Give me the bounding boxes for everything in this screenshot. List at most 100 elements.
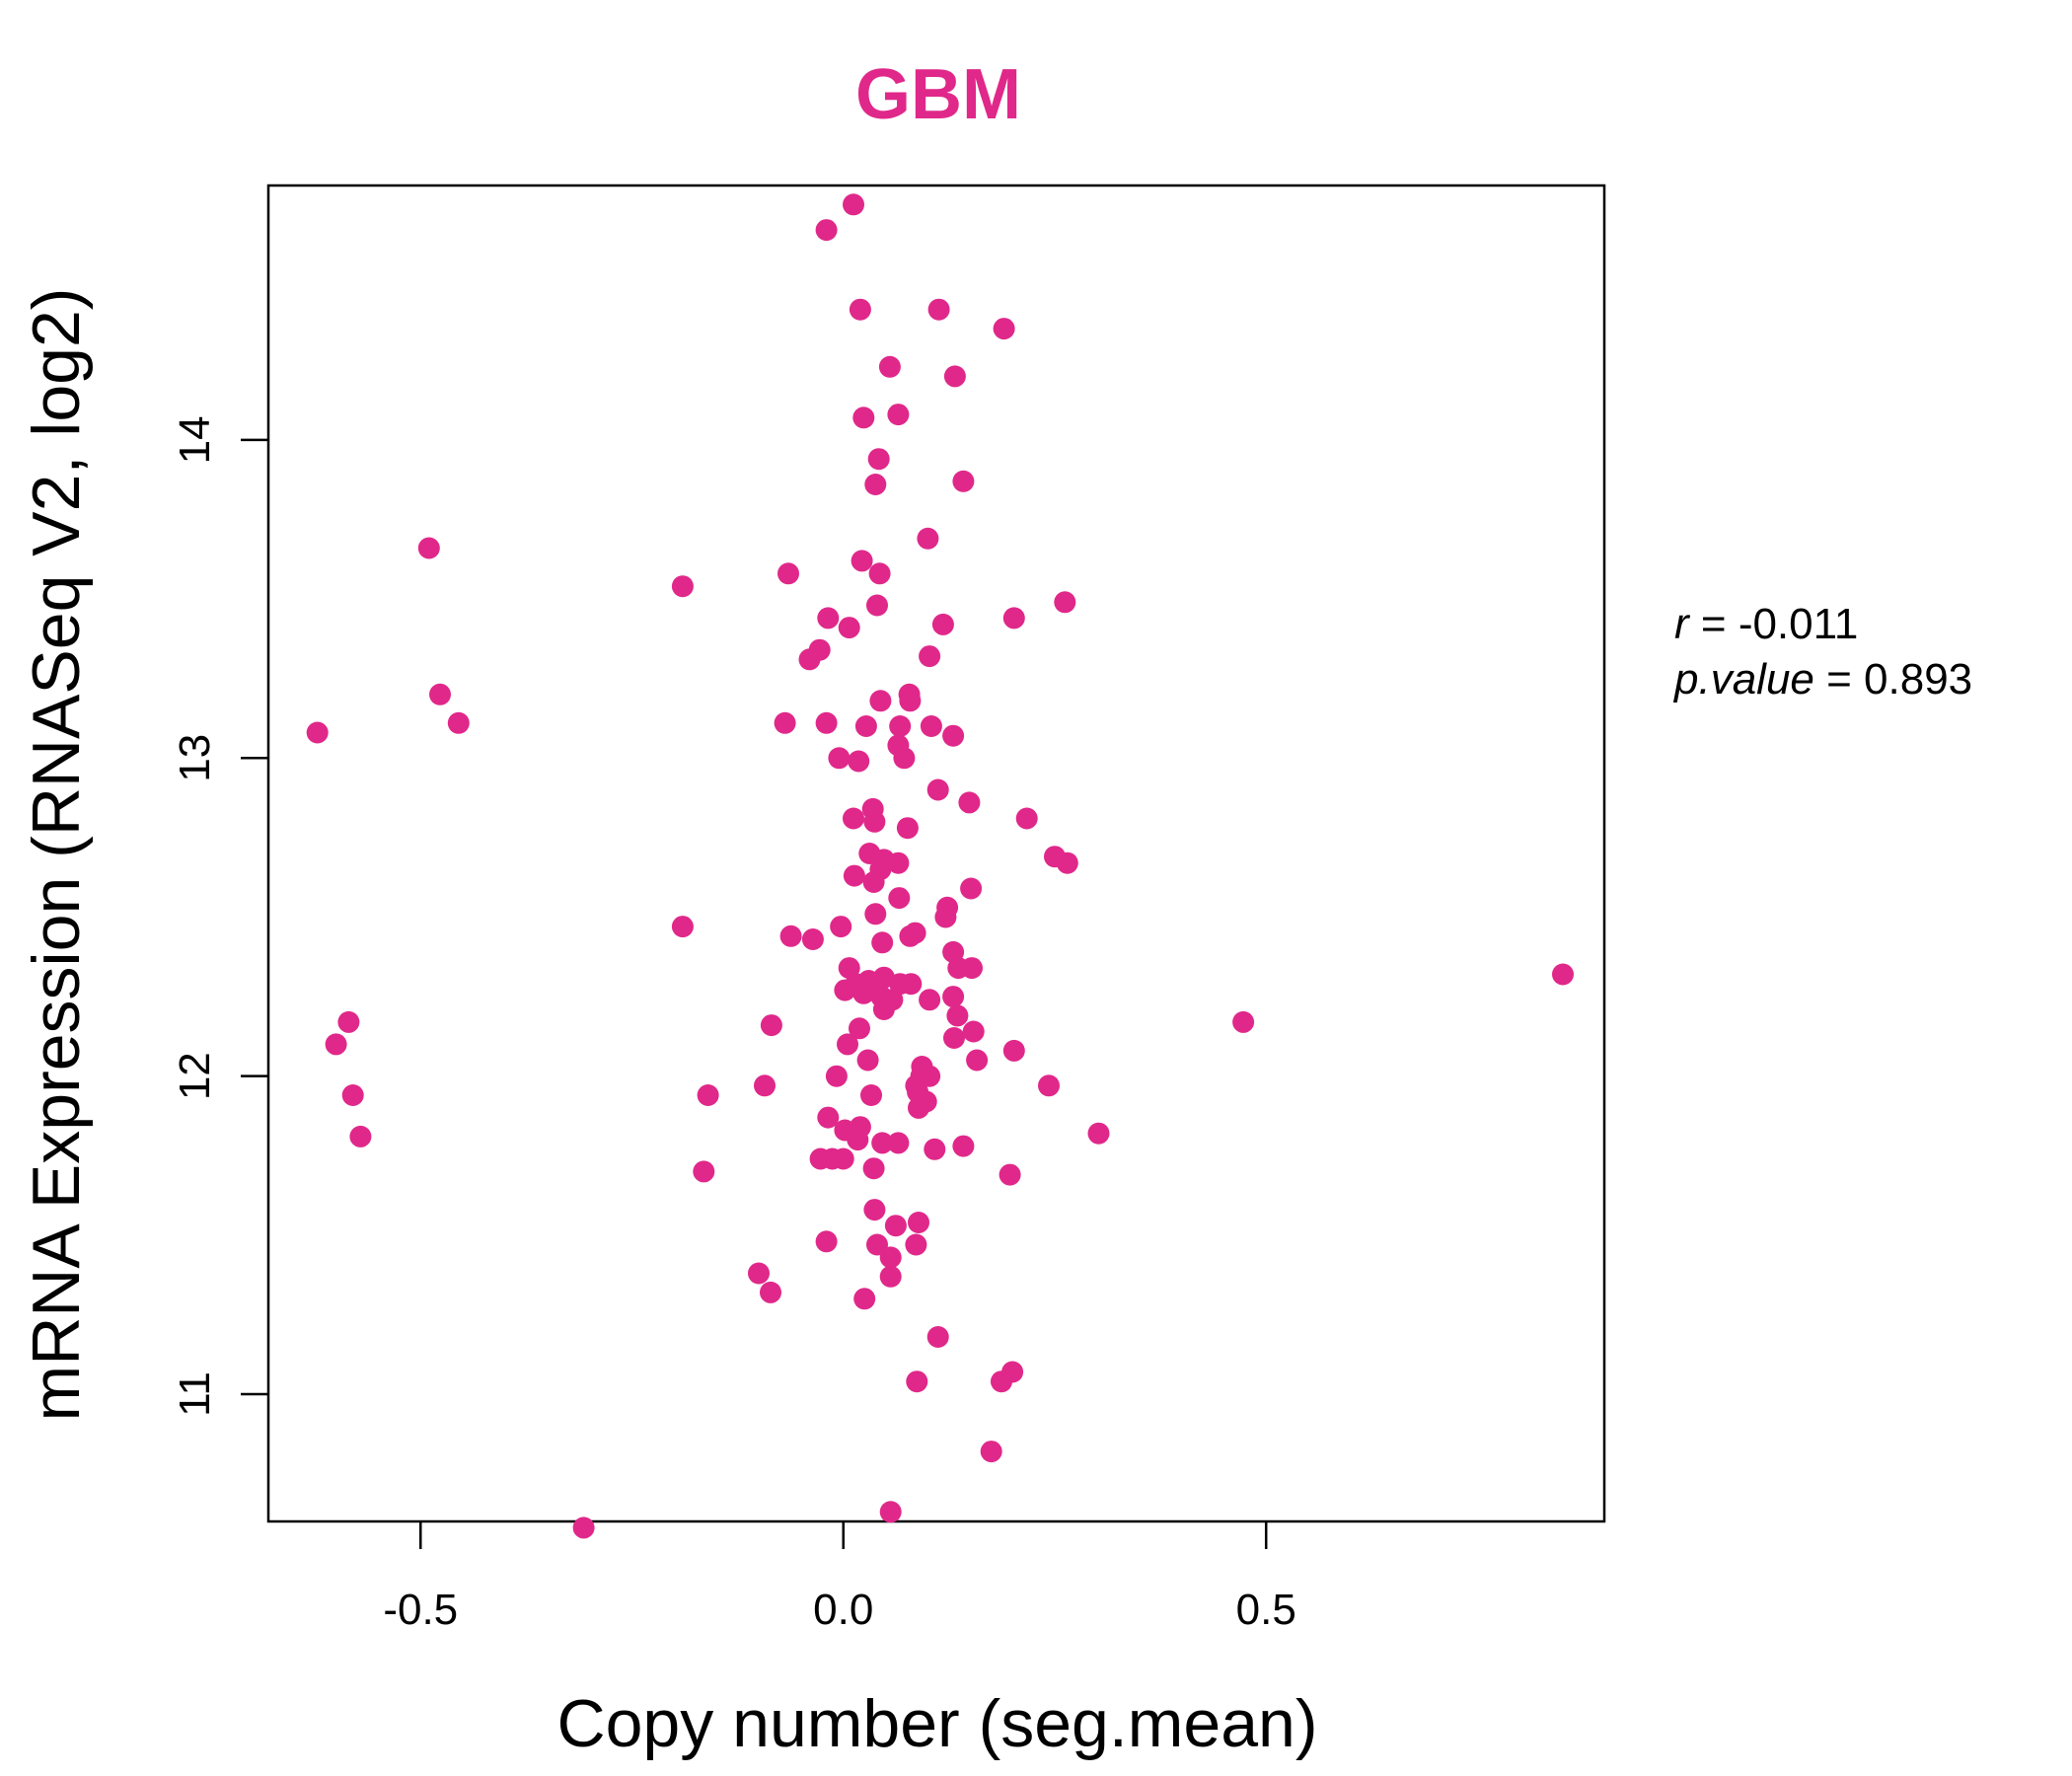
data-point [815, 1230, 838, 1253]
data-point [830, 916, 852, 938]
r-value: -0.011 [1739, 600, 1859, 648]
data-point [887, 1132, 910, 1154]
data-point [863, 810, 886, 833]
x-tick-label: 0.0 [813, 1586, 873, 1634]
data-point [960, 877, 983, 900]
data-point [991, 1370, 1012, 1393]
data-point [447, 711, 470, 734]
data-point [847, 1129, 869, 1151]
r-equals: = [1701, 600, 1739, 648]
data-point [856, 1049, 879, 1072]
data-point [917, 527, 939, 550]
data-point [899, 690, 922, 712]
data-point [863, 1199, 886, 1221]
data-point [919, 645, 941, 668]
svg-text:r = -0.011: r = -0.011 [1674, 600, 1858, 648]
correlation-annotation: r = -0.011 p.value = 0.893 [1672, 600, 1972, 703]
data-point [849, 1017, 870, 1040]
data-point [900, 973, 923, 996]
data-point [848, 750, 870, 773]
data-point [1002, 607, 1025, 629]
data-point [926, 1326, 949, 1348]
chart-title: GBM [855, 55, 1021, 134]
data-point [908, 1212, 929, 1233]
data-point [866, 1233, 888, 1256]
data-point [927, 298, 950, 321]
data-point [924, 1138, 946, 1160]
data-point [777, 562, 799, 585]
data-point [1056, 851, 1078, 874]
data-point [879, 1501, 902, 1523]
data-point [852, 407, 875, 429]
data-point [828, 747, 851, 770]
data-point [849, 298, 871, 321]
data-point [760, 1281, 781, 1303]
y-tick-label: 13 [171, 734, 219, 782]
data-point [879, 1246, 902, 1269]
data-point [905, 1233, 927, 1256]
y-tick-label: 14 [171, 415, 219, 464]
data-point [754, 1074, 776, 1097]
data-point [952, 1135, 975, 1157]
data-point [958, 791, 981, 814]
data-point [843, 864, 865, 887]
data-point [868, 562, 891, 585]
data-point [693, 1160, 715, 1183]
data-point [832, 1147, 854, 1170]
data-point [889, 715, 912, 737]
data-point [862, 1157, 885, 1180]
data-point [867, 448, 890, 471]
x-tick-label: -0.5 [383, 1586, 458, 1634]
data-point [825, 1065, 848, 1087]
data-point [843, 193, 864, 216]
data-point [817, 607, 840, 629]
data-point [341, 1084, 364, 1106]
data-point [887, 851, 910, 874]
data-point [934, 906, 957, 928]
data-point [887, 404, 910, 426]
data-point [774, 711, 796, 734]
data-point [962, 1020, 985, 1043]
data-point [943, 1027, 965, 1049]
data-point [853, 1288, 876, 1310]
data-point [879, 1265, 902, 1288]
data-point [871, 931, 894, 954]
data-point [908, 1096, 929, 1119]
data-point [815, 219, 838, 242]
data-point [869, 690, 892, 712]
data-point [1015, 807, 1038, 830]
data-point [854, 715, 877, 737]
data-point [843, 807, 864, 830]
data-point [888, 887, 911, 910]
data-point [893, 747, 916, 770]
data-point [671, 575, 694, 598]
p-value-label: p.value [1672, 655, 1814, 703]
data-point [946, 1004, 969, 1027]
data-point [993, 318, 1015, 340]
data-point [961, 957, 983, 980]
data-point [1002, 1039, 1025, 1062]
data-point [852, 982, 875, 1004]
data-points [306, 193, 1574, 1539]
data-point [920, 715, 942, 737]
y-axis-title: mRNA Expression (RNASeq V2, log2) [19, 288, 94, 1422]
data-point [671, 916, 694, 938]
data-point [1038, 1074, 1060, 1097]
plot-frame [266, 184, 1606, 1523]
data-point [878, 355, 901, 378]
data-point [871, 1132, 894, 1154]
y-axis: 11 12 13 14 [171, 415, 268, 1417]
data-point [919, 989, 941, 1011]
data-point [337, 1010, 360, 1033]
data-point [760, 1014, 782, 1037]
data-point [862, 871, 885, 893]
data-point [834, 979, 856, 1001]
data-point [942, 986, 965, 1008]
data-point [798, 648, 821, 671]
y-tick-label: 11 [171, 1371, 219, 1417]
data-point [931, 613, 954, 635]
data-point [815, 711, 838, 734]
p-value: 0.893 [1864, 655, 1972, 703]
data-point [866, 594, 888, 617]
